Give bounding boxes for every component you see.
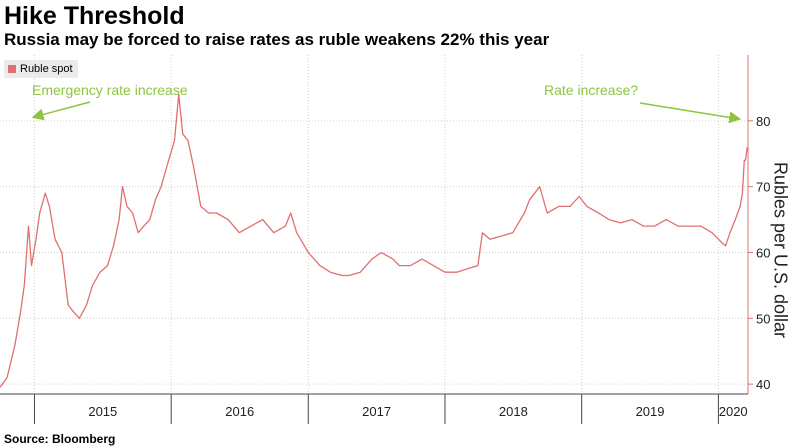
y-tick-label: 70 [756,180,770,195]
annotation-emergency-text: Emergency rate increase [32,82,188,98]
x-tick-label: 2018 [499,404,528,419]
gridlines [0,55,748,394]
annotations: Emergency rate increase Rate increase? [31,82,742,124]
chart-subtitle: Russia may be forced to raise rates as r… [4,30,550,49]
x-tick-label: 2015 [88,404,117,419]
x-tick-label: 2019 [636,404,665,419]
y-axis-label: Rubles per U.S. dollar [770,161,791,339]
y-tick-label: 60 [756,245,770,260]
legend: Ruble spot [4,60,78,78]
annotation-rate-increase-text: Rate increase? [544,82,638,98]
annotation-rate-increase-arrow [639,102,742,124]
line-chart: 40 50 60 70 80 2015 2016 2017 2018 2019 2020 Emerg… [0,55,770,424]
legend-label: Ruble spot [20,63,73,75]
y-tick-label: 40 [756,377,770,392]
series-line [0,93,748,388]
chart-title: Hike Threshold [4,2,185,30]
source-note: Source: Bloomberg [4,432,116,446]
y-tick-label: 80 [756,114,770,129]
series-layer [0,93,748,388]
x-tick-label: 2016 [225,404,254,419]
annotation-emergency-arrow [31,101,91,121]
x-tick-label: 2020 [719,404,748,419]
axes: 40 50 60 70 80 2015 2016 2017 2018 2019 2020 [0,55,770,424]
legend-swatch [8,65,16,73]
chart-area: 40 50 60 70 80 2015 2016 2017 2018 2019 2020 Emerg… [0,55,800,448]
x-tick-label: 2017 [362,404,391,419]
y-tick-label: 50 [756,311,770,326]
